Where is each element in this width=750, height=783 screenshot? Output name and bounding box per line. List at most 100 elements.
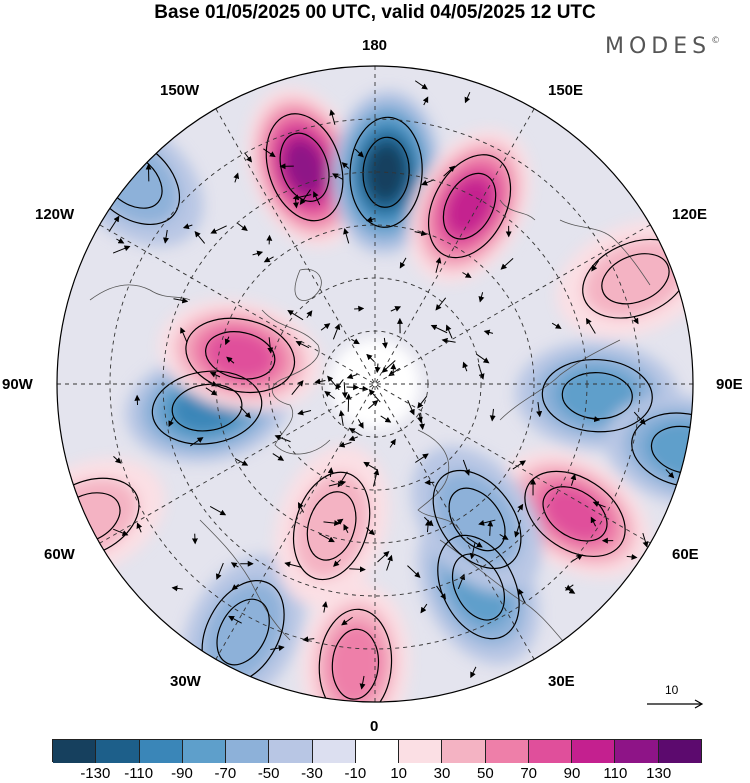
wind-arrow <box>368 399 379 410</box>
wind-arrow <box>272 453 285 461</box>
wind-arrow <box>209 371 221 378</box>
map-title: Base 01/05/2025 00 UTC, valid 04/05/2025… <box>154 2 596 23</box>
wind-arrow <box>414 80 428 90</box>
wind-arrow <box>626 554 638 560</box>
wind-arrow <box>462 361 469 372</box>
streamline-loop <box>205 331 276 380</box>
colorbar-swatch-10 <box>485 740 529 763</box>
wind-arrow <box>435 257 442 273</box>
wind-arrow <box>462 272 472 278</box>
wind-arrow <box>478 519 496 526</box>
wind-arrow <box>338 441 352 448</box>
colorbar-swatch-6 <box>312 740 356 763</box>
wind-arrow <box>536 402 543 418</box>
colorbar-swatch-8 <box>399 740 443 763</box>
coastline-siberia <box>499 339 621 421</box>
wind-arrow <box>244 152 253 163</box>
wind-arrow <box>585 317 596 334</box>
wind-arrow <box>349 566 366 573</box>
wind-arrow <box>231 583 239 591</box>
wind-arrow <box>291 380 304 396</box>
wind-arrow <box>381 360 396 373</box>
copyright-mark: © <box>711 36 721 46</box>
wind-arrow <box>499 533 509 540</box>
wind-arrow <box>343 228 350 244</box>
anomaly-pos-150w <box>247 87 362 248</box>
latitude-circle-40n <box>109 118 641 650</box>
streamline-loop <box>427 154 512 259</box>
wind-arrow <box>270 645 285 652</box>
colorbar-tick-labels: -130 -110 -90 -70 -50 -30 -10 10 30 50 70 90 110 130 <box>52 765 702 783</box>
colorbar-swatch-1 <box>96 740 140 763</box>
coastline-east-asia <box>559 219 651 286</box>
wind-arrow <box>324 391 336 400</box>
wind-arrow <box>489 408 496 422</box>
streamline-loop <box>318 608 393 702</box>
wind-arrow <box>351 338 360 345</box>
label-60w: 60W <box>44 546 75 563</box>
wind-arrow <box>487 520 494 536</box>
meridian-150e-30w <box>215 108 535 660</box>
wind-arrow <box>230 562 239 569</box>
wind-arrow <box>263 148 276 158</box>
colorbar-swatch-12 <box>572 740 616 763</box>
wind-arrow <box>500 258 514 270</box>
label-90w: 90W <box>2 376 33 393</box>
wind-arrow <box>318 533 335 543</box>
wind-arrow <box>377 551 390 563</box>
coastline-north-america <box>261 309 331 455</box>
coastline-alaska <box>89 284 191 301</box>
wind-arrow <box>390 306 402 312</box>
wind-arrow <box>332 323 341 340</box>
colorbar-tick: 90 <box>563 765 581 782</box>
wind-arrow <box>168 417 174 427</box>
streamline-loop <box>171 383 243 432</box>
reference-vector-label: 10 <box>665 683 679 697</box>
wind-arrow <box>306 310 313 319</box>
colorbar-swatch-9 <box>442 740 486 763</box>
colorbar-tick: -90 <box>171 765 193 782</box>
wind-arrow <box>374 363 381 374</box>
colorbar-tick: 30 <box>433 765 451 782</box>
wind-arrow <box>436 585 447 600</box>
wind-arrow <box>343 523 349 534</box>
wind-arrow <box>274 434 291 443</box>
wind-arrow <box>209 506 227 516</box>
coastline-canadian-islands <box>294 268 322 301</box>
wind-arrow <box>381 337 388 349</box>
wind-arrow <box>328 480 347 487</box>
colorbar-tick: -10 <box>344 765 367 782</box>
label-30e: 30E <box>548 673 575 690</box>
wind-arrow <box>366 527 375 536</box>
wind-arrow <box>354 148 364 158</box>
streamline-loop <box>601 253 670 305</box>
streamline-loop <box>541 358 653 433</box>
wind-arrow <box>341 162 350 169</box>
map-border <box>56 65 694 703</box>
wind-arrow <box>642 532 649 548</box>
wind-arrow <box>416 412 423 424</box>
wind-arrow <box>632 316 639 325</box>
wind-arrow <box>341 616 353 626</box>
wind-arrow <box>417 395 428 409</box>
wind-arrow <box>236 222 248 231</box>
wind-arrow <box>570 473 577 486</box>
wind-arrow <box>407 565 421 578</box>
colorbar-swatch-5 <box>269 740 313 763</box>
wind-arrow <box>182 223 193 230</box>
colorbar-swatch-7 <box>355 740 400 763</box>
colorbar-swatch-4 <box>226 740 270 763</box>
label-120e: 120E <box>672 206 708 223</box>
wind-arrow <box>363 461 378 471</box>
meridian-120e-60w <box>99 224 651 544</box>
wind-arrow <box>591 260 600 272</box>
wind-arrow <box>466 537 483 548</box>
wind-arrow <box>297 409 312 416</box>
colorbar-swatch-0 <box>53 740 97 763</box>
streamline-loop <box>349 116 423 228</box>
wind-arrow <box>112 245 131 254</box>
brand-name: MODES <box>605 34 712 59</box>
colorbar-swatch-13 <box>615 740 659 763</box>
pole-white-area <box>330 339 420 429</box>
colorbar-swatch-11 <box>528 740 573 763</box>
